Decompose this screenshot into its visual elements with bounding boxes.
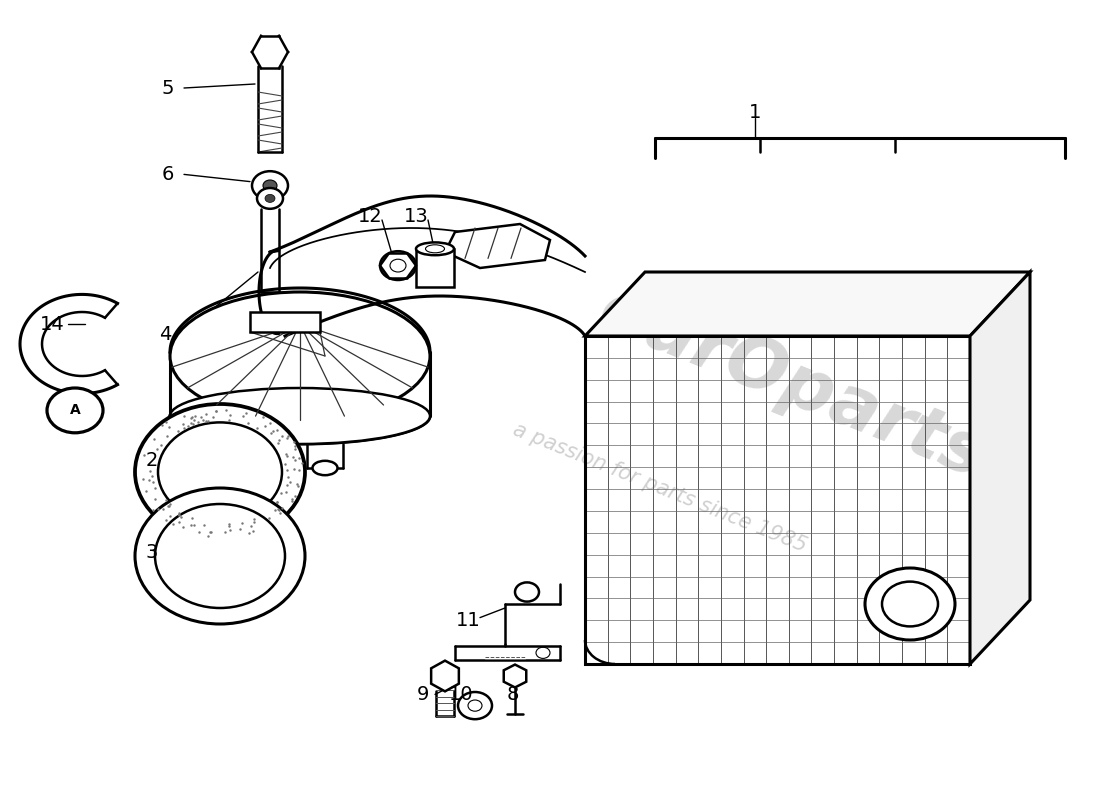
Polygon shape bbox=[504, 665, 526, 687]
Text: 9: 9 bbox=[417, 685, 429, 704]
Circle shape bbox=[265, 194, 275, 202]
Text: 13: 13 bbox=[404, 206, 428, 226]
Circle shape bbox=[515, 582, 539, 602]
Text: a passion for parts since 1985: a passion for parts since 1985 bbox=[510, 420, 810, 556]
Circle shape bbox=[135, 404, 305, 540]
Circle shape bbox=[135, 488, 305, 624]
Circle shape bbox=[458, 692, 492, 719]
Text: 10: 10 bbox=[449, 685, 473, 704]
Circle shape bbox=[158, 422, 282, 522]
Text: eurOparts: eurOparts bbox=[588, 275, 996, 493]
Circle shape bbox=[263, 180, 277, 191]
Circle shape bbox=[252, 171, 288, 200]
Text: 14: 14 bbox=[40, 314, 65, 334]
Text: 4: 4 bbox=[158, 325, 172, 344]
Text: 3: 3 bbox=[146, 542, 158, 562]
Ellipse shape bbox=[170, 388, 430, 444]
Circle shape bbox=[47, 388, 103, 433]
Text: 5: 5 bbox=[162, 78, 174, 98]
Circle shape bbox=[865, 568, 955, 640]
Text: 8: 8 bbox=[507, 685, 519, 704]
Text: A: A bbox=[69, 403, 80, 418]
Polygon shape bbox=[446, 224, 550, 268]
Polygon shape bbox=[970, 272, 1030, 664]
Circle shape bbox=[379, 251, 416, 280]
Bar bbox=[416, 249, 454, 287]
Text: 6: 6 bbox=[162, 165, 174, 184]
Ellipse shape bbox=[170, 292, 430, 420]
Ellipse shape bbox=[416, 242, 454, 255]
Circle shape bbox=[257, 188, 283, 209]
Polygon shape bbox=[250, 312, 320, 332]
Text: 2: 2 bbox=[146, 450, 158, 470]
Ellipse shape bbox=[312, 461, 338, 475]
Text: 11: 11 bbox=[455, 610, 481, 630]
Polygon shape bbox=[585, 272, 1030, 336]
Text: 1: 1 bbox=[749, 102, 761, 122]
Polygon shape bbox=[431, 661, 459, 691]
Text: 12: 12 bbox=[358, 206, 383, 226]
